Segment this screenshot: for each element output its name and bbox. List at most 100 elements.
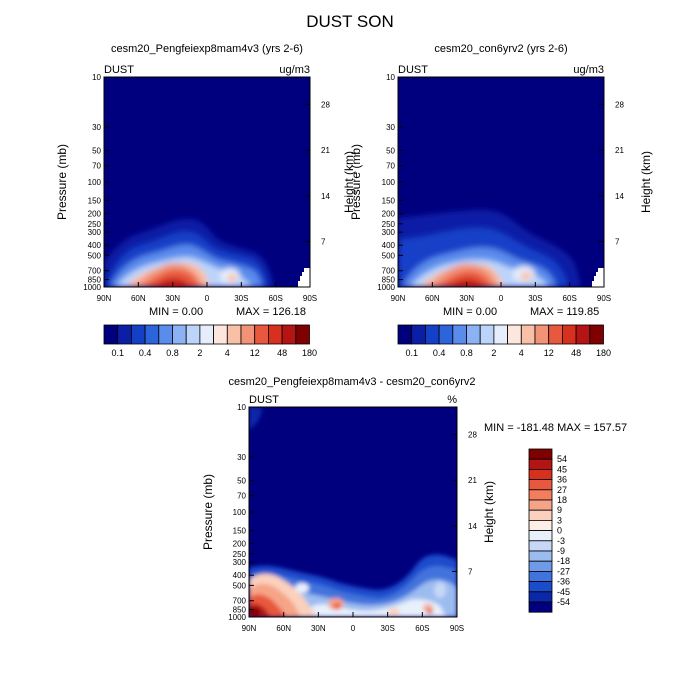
colorbar-swatch	[103, 324, 119, 345]
colorbar-label: 9	[557, 505, 562, 515]
panel-control-ylabel: Pressure (mb)	[349, 144, 363, 220]
colorbar-swatch	[575, 324, 591, 345]
panel-experiment-y2label: Height (km)	[342, 151, 356, 213]
colorbar-swatch	[226, 324, 242, 345]
colorbar-swatch	[562, 324, 577, 345]
colorbar-label: 36	[557, 475, 567, 485]
colorbar-label: 0.4	[139, 348, 152, 358]
colorbar-label: 180	[596, 348, 611, 358]
colorbar-label: 0	[557, 526, 562, 536]
colorbar-label: 45	[557, 464, 567, 474]
y-tick-label: 70	[237, 492, 246, 501]
y-tick-label: 100	[382, 178, 396, 187]
y-tick-label: 30	[92, 123, 101, 132]
y-tick-label: 500	[233, 581, 247, 590]
colorbar-swatch	[452, 324, 467, 345]
colorbar-label: -27	[557, 566, 570, 576]
panel-experiment-ylabel: Pressure (mb)	[55, 144, 69, 220]
colorbar-label: 27	[557, 485, 567, 495]
topography-mask	[592, 268, 604, 287]
y-tick-label: 700	[233, 597, 247, 606]
colorbar-swatch	[528, 530, 553, 542]
y-tick-label: 250	[88, 220, 102, 229]
colorbar-swatch	[438, 324, 454, 345]
x-tick-label: 30N	[311, 624, 326, 633]
colorbar-label: -3	[557, 536, 565, 546]
panel-control-colorbar: 0.1 0.4 0.8 2 4 12 48 180	[397, 324, 611, 358]
y2-tick-label: 21	[321, 146, 330, 155]
y-tick-label: 850	[233, 606, 247, 615]
y2-tick-label: 21	[468, 476, 477, 485]
x-tick-label: 0	[205, 294, 210, 303]
colorbar-swatch	[528, 458, 553, 470]
colorbar-label: 4	[225, 348, 230, 358]
y-tick-label: 250	[382, 220, 396, 229]
colorbar-label: -18	[557, 556, 570, 566]
panel-control-field	[398, 77, 604, 287]
panel-experiment: cesm20_Pengfeiexp8mam4v3 (yrs 2-6) DUST …	[55, 43, 356, 358]
panel-difference-minmax: MIN = -181.48 MAX = 157.57	[484, 422, 627, 434]
panel-difference-ylabel: Pressure (mb)	[201, 474, 215, 550]
topography-mask	[298, 268, 310, 287]
contour-pos-7	[333, 603, 341, 609]
x-tick-label: 0	[499, 294, 504, 303]
panel-experiment-title: cesm20_Pengfeiexp8mam4v3 (yrs 2-6)	[111, 43, 303, 55]
colorbar-swatch	[528, 571, 553, 583]
panel-difference-y2label: Height (km)	[482, 481, 496, 543]
colorbar-swatch	[158, 324, 173, 345]
colorbar-swatch	[534, 324, 550, 345]
y-tick-label: 850	[382, 276, 396, 285]
panel-experiment-max: MAX = 126.18	[236, 306, 306, 318]
panel-difference-axes: 1030507010015020025030040050070085010002…	[228, 403, 477, 633]
colorbar-label: 2	[491, 348, 496, 358]
colorbar-swatch	[130, 324, 146, 345]
colorbar-swatch	[528, 468, 553, 480]
y-tick-label: 850	[88, 276, 102, 285]
y-tick-label: 10	[92, 73, 101, 82]
y-tick-label: 50	[92, 146, 101, 155]
colorbar-swatch	[240, 324, 256, 345]
x-tick-label: 30N	[165, 294, 180, 303]
page-title: DUST SON	[306, 12, 394, 31]
y2-tick-label: 28	[615, 101, 624, 110]
panel-experiment-axes: 1030507010015020025030040050070085010002…	[83, 73, 330, 303]
x-tick-label: 60S	[563, 294, 577, 303]
contour-pos-9	[423, 604, 433, 612]
colorbar-label: -54	[557, 597, 570, 607]
y2-tick-label: 7	[321, 237, 326, 246]
colorbar-label: 0.4	[433, 348, 446, 358]
panel-experiment-field	[104, 77, 310, 287]
colorbar-label: -9	[557, 546, 565, 556]
panel-experiment-units: ug/m3	[279, 64, 310, 76]
colorbar-swatch	[520, 324, 536, 345]
colorbar-swatch	[493, 324, 508, 345]
contour-level-9	[162, 280, 186, 287]
panel-experiment-variable: DUST	[104, 64, 134, 76]
colorbar-swatch	[424, 324, 440, 345]
colorbar-swatch	[144, 324, 160, 345]
y-tick-label: 100	[88, 178, 102, 187]
y2-tick-label: 7	[468, 567, 473, 576]
colorbar-label: 3	[557, 515, 562, 525]
colorbar-swatch	[254, 324, 269, 345]
x-tick-label: 60S	[269, 294, 283, 303]
colorbar-swatch	[528, 560, 553, 572]
y-tick-label: 1000	[83, 283, 101, 292]
colorbar-swatch	[589, 324, 604, 345]
colorbar-label: 180	[302, 348, 317, 358]
y-tick-label: 250	[233, 550, 247, 559]
y-tick-label: 400	[382, 241, 396, 250]
contour-level-9	[457, 281, 479, 287]
panel-difference: cesm20_Pengfeiexp8mam4v3 - cesm20_con6yr…	[201, 376, 627, 633]
y-tick-label: 150	[382, 196, 396, 205]
x-tick-label: 90N	[391, 294, 406, 303]
panel-control-variable: DUST	[398, 64, 428, 76]
colorbar-swatch	[199, 324, 214, 345]
colorbar-label: 54	[557, 454, 567, 464]
colorbar-label: -45	[557, 587, 570, 597]
colorbar-swatch	[528, 479, 553, 491]
x-tick-label: 60N	[131, 294, 146, 303]
panel-experiment-min: MIN = 0.00	[149, 306, 203, 318]
